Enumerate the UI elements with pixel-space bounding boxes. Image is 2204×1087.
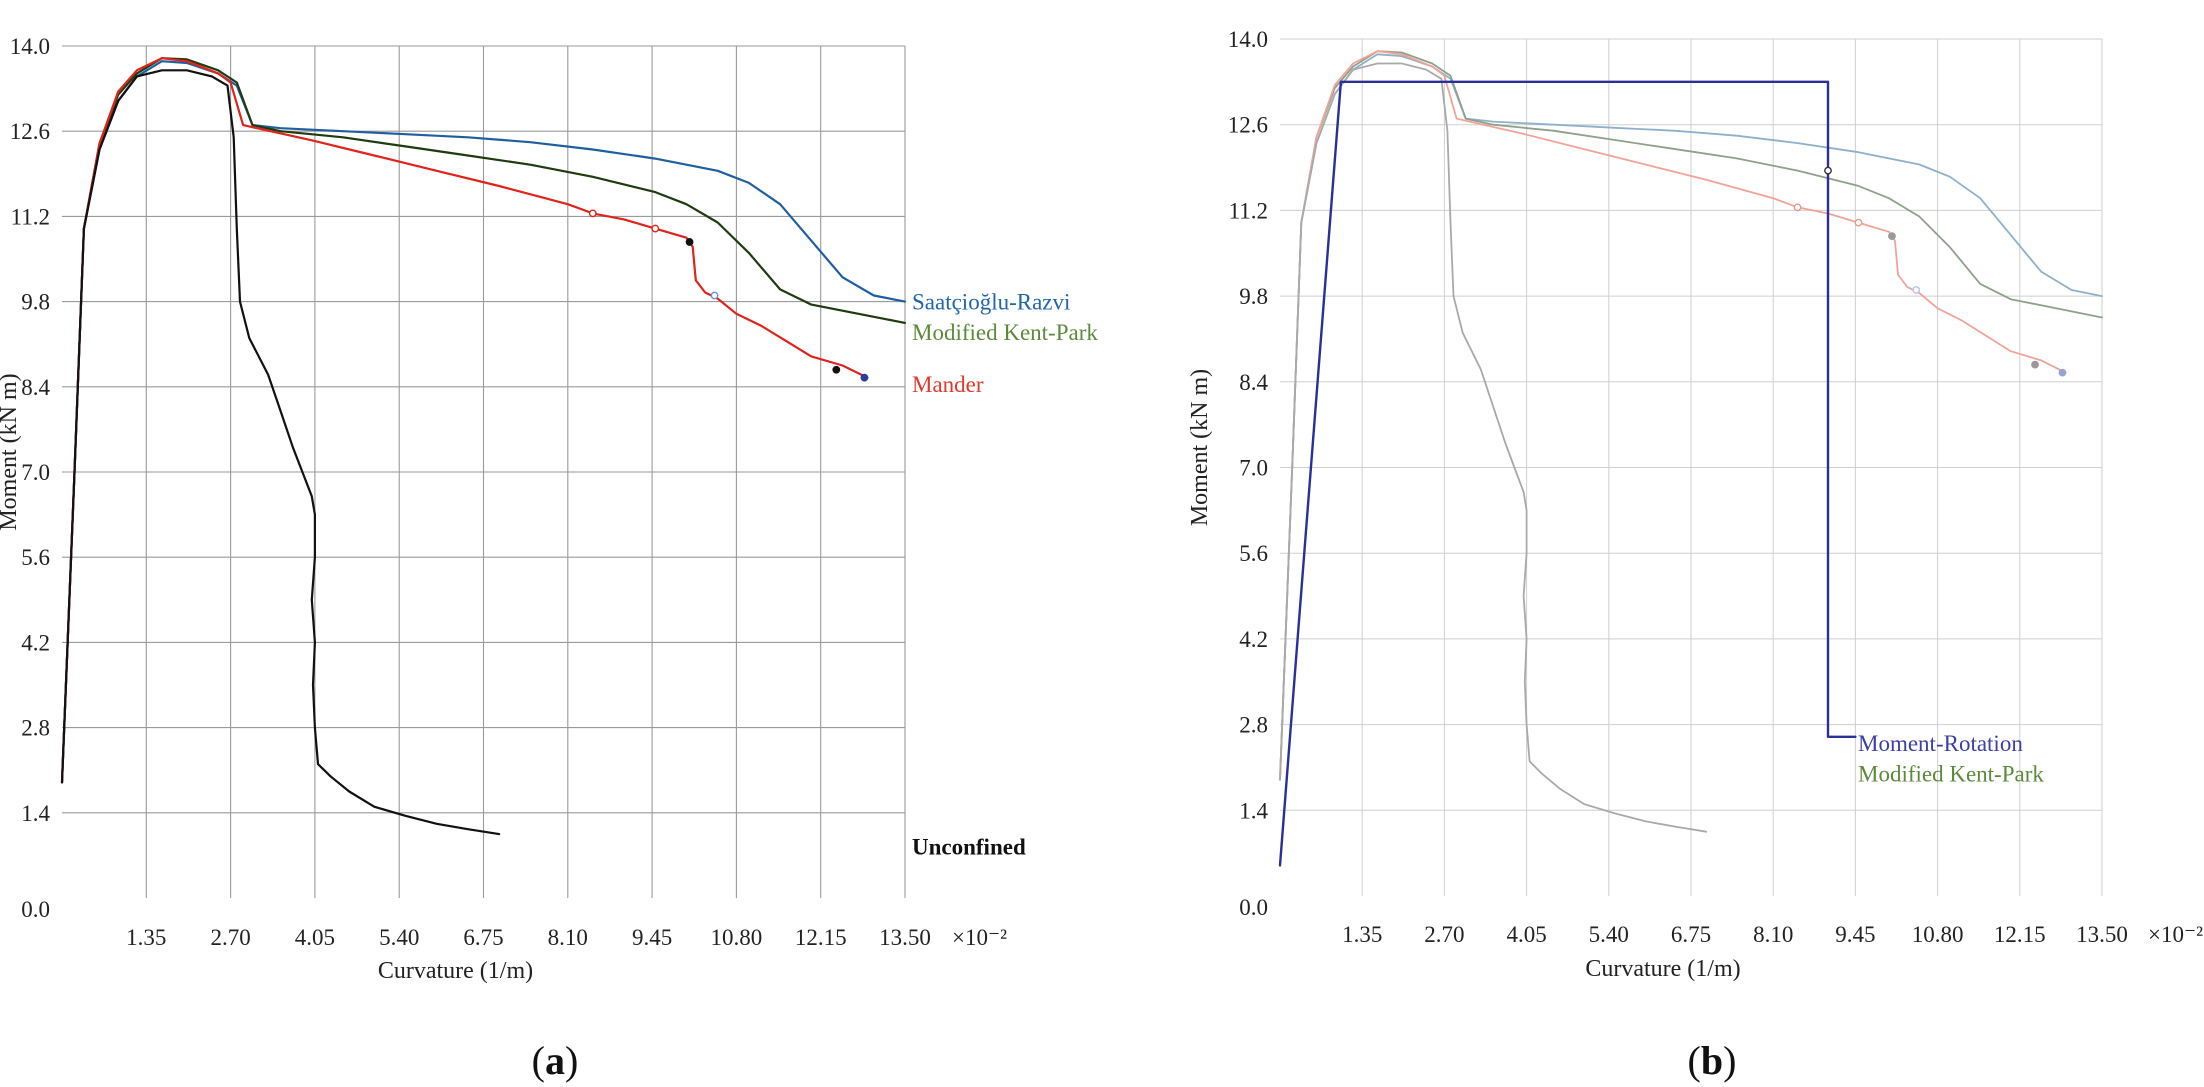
y-tick-label: 2.8 xyxy=(21,716,50,741)
data-marker xyxy=(1793,203,1802,212)
x-tick-label: 4.05 xyxy=(295,925,335,950)
series-line xyxy=(60,57,869,784)
y-tick-label: 8.4 xyxy=(21,375,50,400)
y-axis-title: Moment (kN m) xyxy=(1187,369,1213,526)
x-tick-label: 9.45 xyxy=(632,925,672,950)
panel-b-chart: 0.0 1.4 2.8 4.2 5.6 7.0 8.4 9.8 11.2 12.6 14.0 1.35… xyxy=(1187,27,2203,1083)
legend-label: Modified Kent-Park xyxy=(912,320,1098,345)
y-tick-label: 5.6 xyxy=(1239,541,1268,566)
x-axis-title: Curvature (1/m) xyxy=(1585,956,1740,982)
panel-a-chart: 0.0 1.4 2.8 4.2 5.6 7.0 8.4 9.8 11.2 12.6 14.0 1.35… xyxy=(0,34,1098,1083)
y-tick-label: 11.2 xyxy=(11,204,50,229)
x-tick-label: 2.70 xyxy=(210,925,250,950)
data-marker xyxy=(651,224,660,233)
y-tick-label: 9.8 xyxy=(21,290,50,315)
series-line xyxy=(1279,50,2103,781)
y-tick-label: 1.4 xyxy=(21,801,50,826)
x-tick-label: 12.15 xyxy=(1994,922,2046,947)
y-tick-label: 14.0 xyxy=(10,34,50,59)
legend-label: Moment-Rotation xyxy=(1858,731,2023,756)
data-marker xyxy=(1888,232,1896,241)
data-marker xyxy=(2031,360,2039,369)
panel-caption: (a) xyxy=(532,1038,579,1083)
y-tick-label: 12.6 xyxy=(1228,113,1268,138)
x-tick-label: 6.75 xyxy=(1671,922,1711,947)
x-tick-label: 8.10 xyxy=(1753,922,1793,947)
data-marker xyxy=(1824,166,1832,175)
y-tick-label: 12.6 xyxy=(10,119,50,144)
y-axis-title: Moment (kN m) xyxy=(0,373,22,530)
legend-label: Mander xyxy=(912,372,984,397)
y-tick-label: 7.0 xyxy=(21,460,50,485)
x-tick-label: 13.50 xyxy=(2076,922,2128,947)
y-tick-label: 14.0 xyxy=(1228,27,1268,52)
x-tick-label: 6.75 xyxy=(463,925,503,950)
data-marker xyxy=(860,373,869,382)
y-tick-label: 4.2 xyxy=(21,630,50,655)
x-tick-label: 1.35 xyxy=(1342,922,1382,947)
y-tick-label: 5.6 xyxy=(21,545,50,570)
x-tick-label: 5.40 xyxy=(379,925,419,950)
data-marker xyxy=(2058,368,2067,377)
panel-caption-letter: a xyxy=(545,1038,565,1083)
data-marker xyxy=(710,291,719,300)
data-marker xyxy=(832,365,841,374)
x-tick-label: 5.40 xyxy=(1589,922,1629,947)
data-marker xyxy=(588,209,597,218)
y-tick-label: 4.2 xyxy=(1239,627,1268,652)
y-tick-label: 9.8 xyxy=(1239,284,1268,309)
series-line xyxy=(1278,80,1857,867)
series-line xyxy=(60,69,501,836)
x-tick-label: 9.45 xyxy=(1835,922,1875,947)
x-tick-label: 1.35 xyxy=(126,925,166,950)
x-tick-label: 10.80 xyxy=(1912,922,1964,947)
x-tick-label: 12.15 xyxy=(795,925,847,950)
series-line xyxy=(1279,62,1708,833)
y-tick-label: 2.8 xyxy=(1239,713,1268,738)
y-tick-label: 11.2 xyxy=(1229,198,1268,223)
x-axis-multiplier: ×10⁻² xyxy=(952,925,1007,950)
y-tick-label: 1.4 xyxy=(1239,798,1268,823)
x-tick-label: 2.70 xyxy=(1424,922,1464,947)
x-tick-label: 4.05 xyxy=(1506,922,1546,947)
data-marker xyxy=(1912,286,1921,294)
series-line xyxy=(1279,50,2067,781)
data-marker xyxy=(1854,218,1863,227)
x-axis-multiplier: ×10⁻² xyxy=(2148,922,2203,947)
x-axis-title: Curvature (1/m) xyxy=(378,958,533,984)
x-tick-label: 8.10 xyxy=(548,925,588,950)
y-tick-label: 0.0 xyxy=(1239,895,1268,920)
panel-caption: (b) xyxy=(1688,1038,1737,1083)
legend-label: Saatçioğlu-Razvi xyxy=(912,290,1070,315)
x-tick-label: 10.80 xyxy=(711,925,763,950)
x-tick-label: 13.50 xyxy=(879,925,931,950)
data-marker xyxy=(685,238,694,246)
panel-caption-letter: b xyxy=(1701,1038,1723,1083)
y-tick-label: 7.0 xyxy=(1239,456,1268,481)
legend-label: Unconfined xyxy=(912,834,1026,859)
y-tick-label: 0.0 xyxy=(21,897,50,922)
y-tick-label: 8.4 xyxy=(1239,370,1268,395)
legend-label: Modified Kent-Park xyxy=(1858,762,2044,787)
